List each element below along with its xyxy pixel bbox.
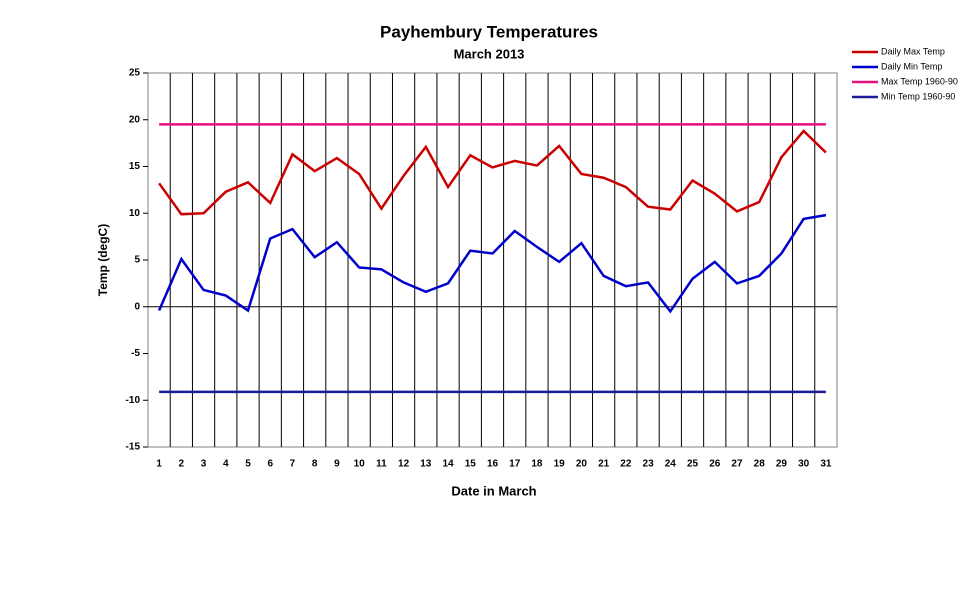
x-tick-label: 30 <box>798 459 810 470</box>
y-tick-label: 15 <box>129 161 141 172</box>
x-tick-label: 28 <box>754 459 766 470</box>
x-tick-label: 12 <box>398 459 410 470</box>
y-tick-label: 0 <box>134 301 140 312</box>
x-tick-label: 22 <box>620 459 632 470</box>
x-tick-label: 15 <box>465 459 477 470</box>
x-tick-label: 25 <box>687 459 699 470</box>
x-tick-label: 5 <box>245 459 251 470</box>
x-tick-label: 1 <box>156 459 162 470</box>
x-tick-label: 18 <box>531 459 543 470</box>
x-tick-label: 26 <box>709 459 721 470</box>
legend-label: Daily Min Temp <box>881 61 942 71</box>
y-tick-label: -15 <box>126 442 141 453</box>
series-line <box>158 129 827 216</box>
x-tick-label: 11 <box>376 459 387 470</box>
chart-title: Payhembury Temperatures <box>380 22 598 41</box>
x-tick-label: 31 <box>820 459 832 470</box>
x-tick-label: 6 <box>267 459 273 470</box>
x-tick-label: 7 <box>290 459 296 470</box>
x-tick-label: 4 <box>223 459 229 470</box>
series-line <box>157 213 827 314</box>
x-tick-label: 23 <box>643 459 655 470</box>
x-tick-label: 8 <box>312 459 318 470</box>
y-tick-label: 10 <box>129 208 141 219</box>
x-tick-label: 14 <box>442 459 454 470</box>
x-tick-label: 21 <box>598 459 610 470</box>
x-tick-label: 2 <box>179 459 185 470</box>
x-tick-label: 20 <box>576 459 588 470</box>
legend-label: Max Temp 1960-90 <box>881 76 958 86</box>
x-tick-label: 3 <box>201 459 207 470</box>
x-tick-label: 16 <box>487 459 499 470</box>
y-tick-label: 20 <box>129 114 141 125</box>
y-axis-label: Temp (degC) <box>96 224 110 296</box>
x-tick-label: 29 <box>776 459 788 470</box>
x-tick-label: 17 <box>509 459 521 470</box>
x-tick-label: 24 <box>665 459 677 470</box>
x-tick-label: 13 <box>420 459 432 470</box>
x-tick-label: 27 <box>731 459 743 470</box>
legend-label: Daily Max Temp <box>881 46 945 56</box>
y-tick-label: -5 <box>131 348 140 359</box>
x-tick-label: 10 <box>354 459 366 470</box>
x-axis-label: Date in March <box>451 483 536 498</box>
y-tick-label: 25 <box>129 68 141 79</box>
x-tick-label: 9 <box>334 459 340 470</box>
y-tick-label: -10 <box>126 395 141 406</box>
chart-subtitle: March 2013 <box>454 46 525 61</box>
x-tick-label: 19 <box>554 459 566 470</box>
y-tick-label: 5 <box>134 255 140 266</box>
legend-label: Min Temp 1960-90 <box>881 91 955 101</box>
